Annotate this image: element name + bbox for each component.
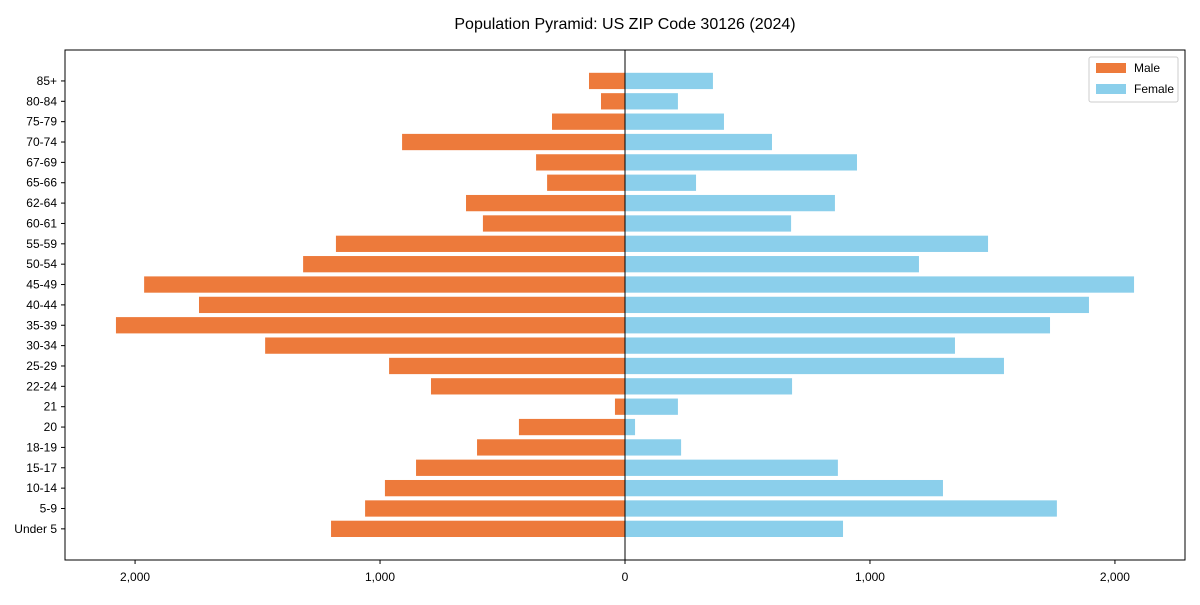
ytick-label: 50-54 bbox=[26, 257, 57, 271]
ytick-label: 35-39 bbox=[26, 318, 57, 332]
bar-female-80-84 bbox=[625, 93, 678, 110]
ytick-label: 15-17 bbox=[26, 461, 57, 475]
ytick-label: 85+ bbox=[37, 74, 57, 88]
ytick-label: 62-64 bbox=[26, 196, 57, 210]
bar-female-40-44 bbox=[625, 296, 1089, 314]
bar-female-62-64 bbox=[625, 194, 835, 212]
ytick-label: 75-79 bbox=[26, 115, 57, 129]
bar-male-10-14 bbox=[384, 479, 625, 497]
bar-female-45-49 bbox=[625, 276, 1135, 293]
bar-male-45-49 bbox=[144, 276, 625, 293]
ytick-label: 60-61 bbox=[26, 216, 57, 230]
bar-male-50-54 bbox=[303, 256, 625, 273]
ytick-label: 10-14 bbox=[26, 481, 57, 495]
bar-female-67-69 bbox=[625, 154, 857, 171]
ytick-label: 67-69 bbox=[26, 155, 57, 169]
bar-female-22-24 bbox=[625, 378, 793, 395]
bar-male-85+ bbox=[588, 72, 625, 90]
bar-male-18-19 bbox=[477, 439, 625, 456]
ytick-label: 18-19 bbox=[26, 440, 57, 454]
legend-label-male: Male bbox=[1134, 61, 1160, 75]
bar-male-21 bbox=[614, 398, 625, 415]
legend-swatch-female bbox=[1096, 84, 1126, 94]
bar-female-25-29 bbox=[625, 357, 1004, 375]
bar-female-15-17 bbox=[625, 459, 838, 476]
bar-male-55-59 bbox=[335, 235, 625, 252]
bar-male-22-24 bbox=[430, 378, 625, 395]
ytick-label: 20 bbox=[44, 420, 58, 434]
bar-male-70-74 bbox=[402, 133, 625, 151]
bar-female-35-39 bbox=[625, 317, 1051, 334]
bar-male-40-44 bbox=[198, 296, 626, 314]
bar-male-15-17 bbox=[416, 459, 625, 476]
ytick-label: 70-74 bbox=[26, 135, 57, 149]
ytick-label: 30-34 bbox=[26, 339, 57, 353]
bar-female-18-19 bbox=[625, 439, 682, 456]
legend-swatch-male bbox=[1096, 63, 1126, 73]
bar-female-75-79 bbox=[625, 113, 724, 130]
chart-title: Population Pyramid: US ZIP Code 30126 (2… bbox=[454, 16, 795, 33]
xtick-label: 2,000 bbox=[1100, 570, 1130, 584]
bar-male-67-69 bbox=[536, 154, 625, 171]
bar-female-65-66 bbox=[625, 174, 697, 191]
bar-female-Under 5 bbox=[625, 520, 844, 537]
bar-female-21 bbox=[625, 398, 678, 415]
ytick-label: 5-9 bbox=[40, 501, 58, 515]
bar-female-5-9 bbox=[625, 500, 1057, 517]
ytick-label: 45-49 bbox=[26, 278, 57, 292]
bar-male-25-29 bbox=[389, 357, 625, 375]
legend: Male Female bbox=[1088, 56, 1179, 103]
xtick-label: 1,000 bbox=[365, 570, 395, 584]
ytick-label: 80-84 bbox=[26, 94, 57, 108]
bar-female-50-54 bbox=[625, 256, 919, 273]
bar-female-85+ bbox=[625, 72, 713, 90]
bar-male-62-64 bbox=[466, 194, 625, 212]
bar-female-30-34 bbox=[625, 337, 955, 354]
ytick-label: 21 bbox=[44, 400, 58, 414]
bar-male-75-79 bbox=[551, 113, 625, 130]
bar-female-10-14 bbox=[625, 479, 943, 497]
ytick-label: 40-44 bbox=[26, 298, 57, 312]
bar-female-20 bbox=[625, 418, 636, 436]
bar-female-60-61 bbox=[625, 215, 792, 232]
legend-label-female: Female bbox=[1134, 82, 1174, 96]
ytick-label: 25-29 bbox=[26, 359, 57, 373]
bar-male-80-84 bbox=[600, 93, 625, 110]
bar-male-30-34 bbox=[265, 337, 625, 354]
bar-male-Under 5 bbox=[331, 520, 625, 537]
bar-male-35-39 bbox=[115, 317, 626, 334]
ytick-label: 22-24 bbox=[26, 379, 57, 393]
bar-male-5-9 bbox=[365, 500, 625, 517]
bar-female-70-74 bbox=[625, 133, 772, 151]
ytick-label: Under 5 bbox=[14, 522, 57, 536]
xtick-label: 2,000 bbox=[120, 570, 150, 584]
bar-male-60-61 bbox=[482, 215, 625, 232]
xtick-label: 0 bbox=[622, 570, 629, 584]
bar-female-55-59 bbox=[625, 235, 989, 252]
bar-male-65-66 bbox=[547, 174, 625, 191]
xtick-label: 1,000 bbox=[855, 570, 885, 584]
ytick-label: 65-66 bbox=[26, 176, 57, 190]
bar-male-20 bbox=[518, 418, 625, 436]
ytick-label: 55-59 bbox=[26, 237, 57, 251]
